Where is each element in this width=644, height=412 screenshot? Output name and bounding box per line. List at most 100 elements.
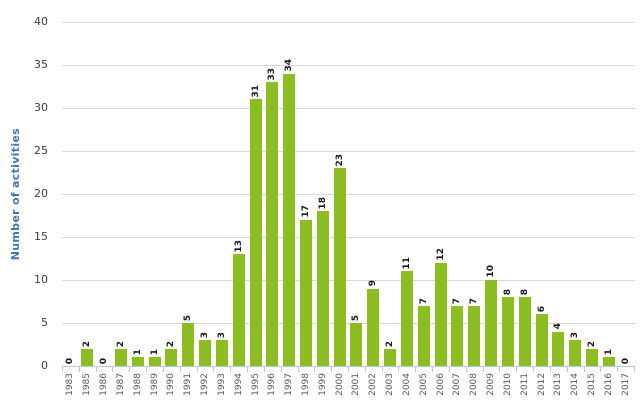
- bar-value-label: 2: [587, 340, 598, 347]
- bar-value-label: 13: [233, 239, 244, 253]
- gridline: [62, 65, 635, 66]
- x-tickmark: [297, 367, 299, 372]
- gridline: [62, 237, 635, 238]
- y-tick-label: 30: [34, 101, 48, 114]
- x-tick-label: 1998: [301, 373, 311, 396]
- y-tick-label: 5: [41, 316, 48, 329]
- bar-value-label: 3: [570, 331, 581, 339]
- x-label-cell: 2004: [399, 373, 416, 396]
- bar-value-label: 17: [301, 205, 311, 218]
- bar-value-label: 1: [132, 349, 143, 356]
- x-tick-label: 2012: [536, 373, 547, 396]
- x-label-cell: 2015: [584, 373, 601, 396]
- bar: [199, 340, 212, 366]
- bar-slot: 2: [382, 22, 399, 366]
- bar-value-label: 0: [620, 357, 631, 364]
- bar-value-label: 4: [553, 323, 564, 330]
- bar-value-label: 1: [149, 349, 160, 356]
- x-label-cell: 1989: [146, 373, 163, 396]
- bar-slot: 6: [533, 22, 550, 366]
- x-label-cell: 1999: [314, 373, 331, 396]
- bar-value-label: 7: [418, 297, 429, 304]
- bar-value-label: 0: [99, 357, 110, 364]
- x-tick-label: 2010: [502, 373, 513, 396]
- x-tick-label: 1999: [317, 373, 328, 396]
- x-tickmark: [583, 367, 585, 372]
- bar-value-label: 9: [368, 280, 379, 287]
- x-label-cell: 1992: [197, 373, 214, 396]
- bar-slot: 33: [264, 22, 281, 366]
- bar: [215, 340, 228, 366]
- x-tick-label: 1988: [132, 373, 143, 396]
- x-tick-label: 2008: [469, 373, 480, 396]
- bar: [367, 288, 380, 366]
- x-tick-label: 2002: [368, 373, 379, 396]
- bar-slot: 34: [281, 22, 298, 366]
- bar: [283, 73, 296, 366]
- bar: [182, 323, 195, 366]
- bar-slot: 5: [348, 22, 365, 366]
- bar-slot: 9: [365, 22, 382, 366]
- bar: [316, 211, 329, 366]
- bar: [535, 314, 548, 366]
- x-tickmark: [432, 367, 434, 372]
- x-label-cell: 1983: [62, 373, 79, 396]
- bar: [350, 323, 363, 366]
- x-tick-label: 2015: [587, 373, 598, 396]
- x-label-cell: 2001: [348, 373, 365, 396]
- x-tickmark: [634, 367, 635, 372]
- x-tickmark: [263, 367, 265, 372]
- x-label-cell: 2007: [449, 373, 466, 396]
- x-tickmark: [415, 367, 417, 372]
- x-label-cell: 1997: [281, 373, 298, 396]
- bar-slot: 0: [617, 22, 634, 366]
- x-tick-label: 2003: [385, 373, 396, 396]
- x-tickmark: [112, 367, 114, 372]
- bar-slot: 8: [500, 22, 517, 366]
- x-label-cell: 2010: [500, 373, 517, 396]
- bar: [148, 357, 161, 366]
- x-tick-label: 2007: [452, 373, 463, 396]
- x-label-cell: 1985: [79, 373, 96, 396]
- bar-value-label: 7: [452, 297, 463, 304]
- x-tickmark: [499, 367, 501, 372]
- bar: [552, 331, 565, 366]
- bar: [518, 297, 531, 366]
- bar-slot: 10: [483, 22, 500, 366]
- x-tickmark: [465, 367, 467, 372]
- x-tickmark: [549, 367, 551, 372]
- x-label-cell: 2012: [533, 373, 550, 396]
- bar-slot: 31: [247, 22, 264, 366]
- x-tick-label: 1986: [99, 373, 110, 396]
- bar: [434, 262, 447, 366]
- bar: [114, 348, 127, 366]
- x-label-cell: 2006: [432, 373, 449, 396]
- x-axis-labels: 1983 1985 1986 1987 1988 1989 1990 1991 1992 1993…: [62, 373, 634, 396]
- bar-value-label: 8: [502, 288, 513, 296]
- bar-slot: 5: [180, 22, 197, 366]
- x-tickmark: [617, 367, 619, 372]
- x-tick-label: 2017: [620, 373, 631, 396]
- x-tickmark: [348, 367, 349, 372]
- bar-slot: 0: [62, 22, 79, 366]
- x-tick-label: 1995: [250, 373, 261, 396]
- bar-value-label: 23: [334, 153, 345, 167]
- x-label-cell: 2014: [567, 373, 584, 396]
- bar-slot: 3: [567, 22, 584, 366]
- bar: [266, 82, 279, 366]
- bar: [81, 348, 94, 366]
- y-tick-label: 15: [34, 230, 48, 243]
- y-tick-label: 20: [34, 187, 48, 200]
- plot-area: 0 2 0 2 1 1 2 5 3 3 13 31 33 34 17 18 23 5 9 2 11 7 12 7 7 10 8 8 6 4…: [62, 22, 634, 366]
- x-tickmark: [600, 367, 602, 372]
- x-label-cell: 1996: [264, 373, 281, 396]
- bar-slot: 1: [129, 22, 146, 366]
- x-tick-label: 2013: [553, 373, 564, 396]
- x-tickmark: [381, 367, 383, 372]
- bar-slot: 2: [163, 22, 180, 366]
- x-tickmark: [146, 367, 148, 372]
- x-tick-label: 1990: [166, 373, 177, 396]
- x-tickmark: [448, 367, 450, 372]
- y-tick-label: 10: [34, 273, 48, 286]
- x-label-cell: 2017: [617, 373, 634, 396]
